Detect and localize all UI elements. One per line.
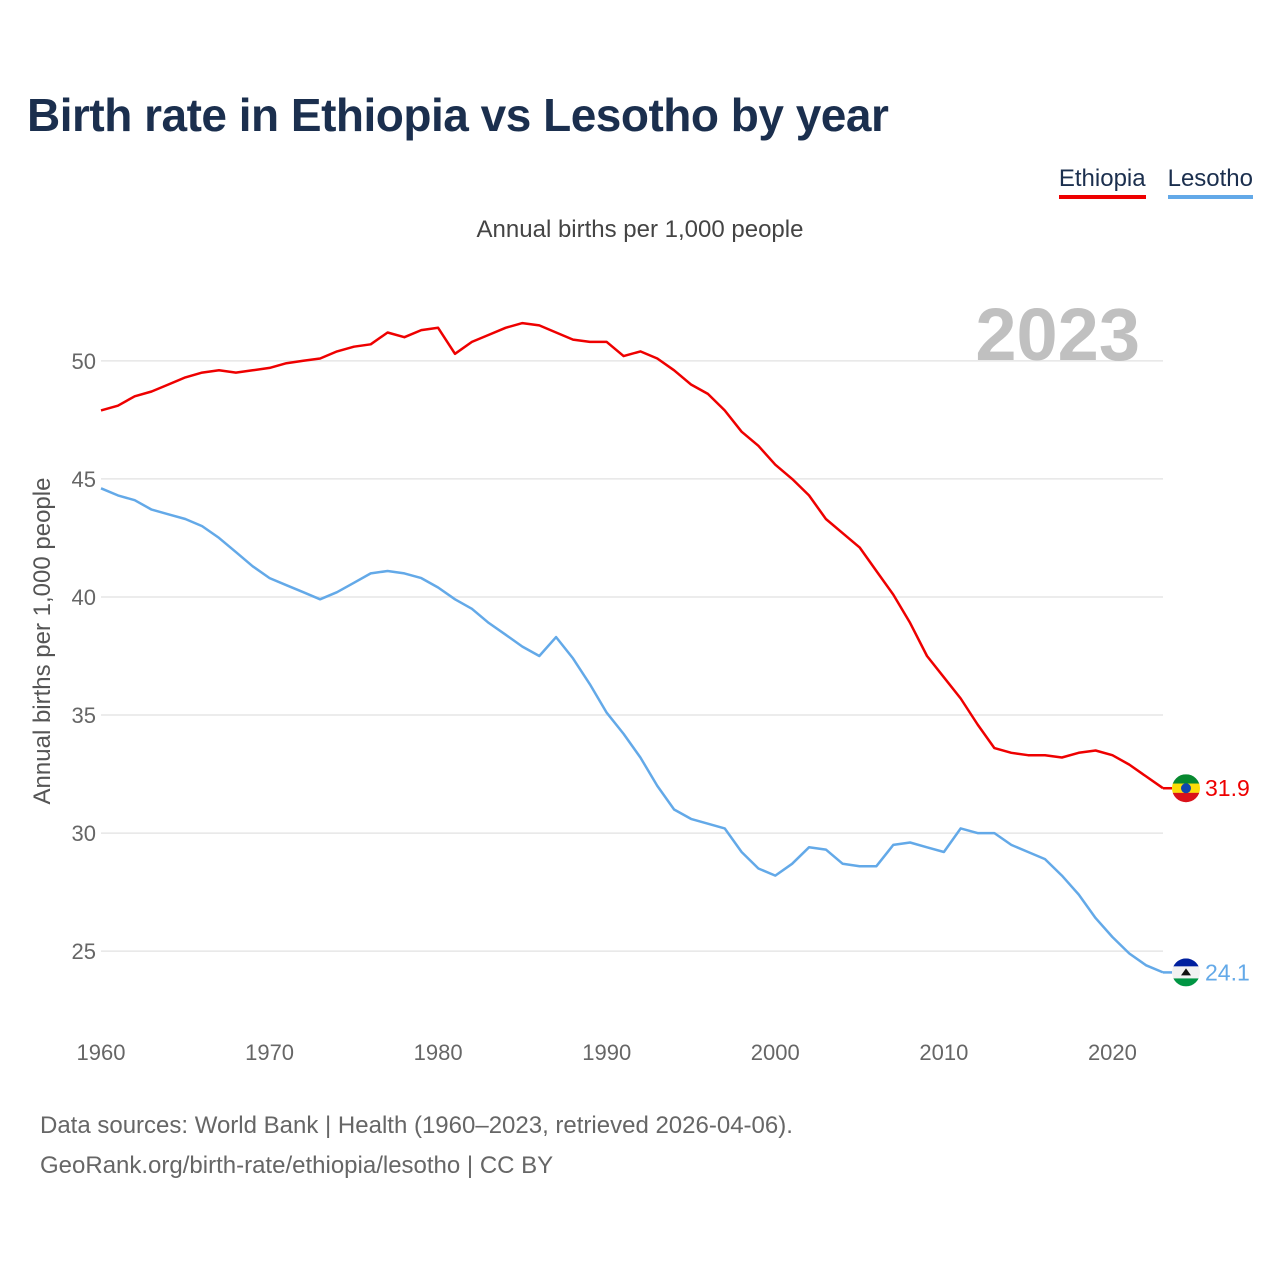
x-tick-label: 1960: [77, 1040, 126, 1065]
x-tick-label: 2010: [919, 1040, 968, 1065]
y-tick-label: 25: [72, 939, 96, 964]
ethiopia-flag-icon: [1172, 774, 1200, 803]
end-value-label: 24.1: [1205, 959, 1250, 985]
y-tick-label: 50: [72, 349, 96, 374]
source-line-1: Data sources: World Bank | Health (1960–…: [40, 1112, 793, 1139]
legend-item-lesotho[interactable]: Lesotho: [1167, 165, 1253, 199]
lesotho-flag-icon: [1172, 958, 1200, 987]
year-watermark: 2023: [975, 293, 1140, 376]
y-axis-label: Annual births per 1,000 people: [29, 478, 56, 805]
x-tick-label: 1990: [582, 1040, 631, 1065]
legend-item-ethiopia[interactable]: Ethiopia: [1058, 165, 1146, 199]
x-tick-label: 2000: [751, 1040, 800, 1065]
series-line-ethiopia: [100, 321, 1164, 790]
page-title: Birth rate in Ethiopia vs Lesotho by yea…: [27, 89, 889, 141]
y-tick-label: 40: [72, 585, 96, 610]
data-source: Data sources: World Bank | Health (1960–…: [40, 1106, 793, 1186]
series-line-lesotho: [100, 487, 1164, 974]
x-tick-label: 1970: [245, 1040, 294, 1065]
y-tick-label: 45: [72, 467, 96, 492]
line-chart: 2023 Annual births per 1,000 people 25 30…: [29, 293, 1250, 1065]
y-tick-label: 30: [72, 821, 96, 846]
end-value-label: 31.9: [1205, 775, 1250, 801]
x-tick-label: 2020: [1088, 1040, 1137, 1065]
source-line-2: GeoRank.org/birth-rate/ethiopia/lesotho …: [40, 1152, 554, 1179]
legend: Ethiopia Lesotho: [1058, 165, 1253, 199]
chart-subtitle: Annual births per 1,000 people: [476, 216, 804, 243]
y-tick-label: 35: [72, 703, 96, 728]
x-tick-label: 1980: [414, 1040, 463, 1065]
